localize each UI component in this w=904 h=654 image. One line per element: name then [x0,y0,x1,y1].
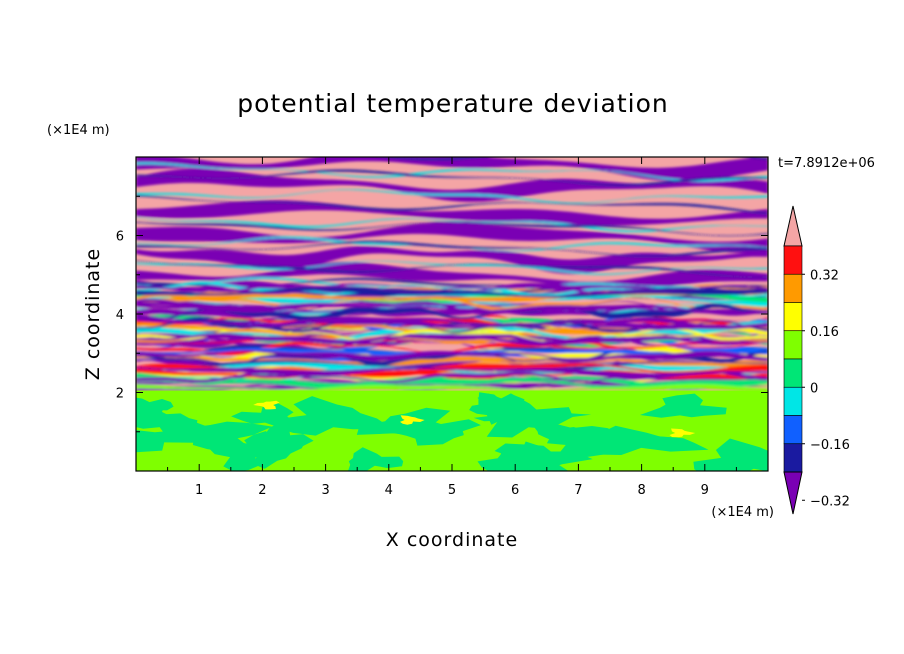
colorbar-segment [783,386,803,416]
stratified-band [136,349,768,362]
stratified-band [136,366,768,378]
stratified-band [136,169,768,187]
lower-blob [347,447,404,471]
stratified-band [136,363,768,378]
stratified-band [136,293,768,311]
stratified-band [136,302,768,314]
stratified-band [136,320,768,333]
colorbar-bottom-arrow [783,471,803,515]
x-axis: 1 2 3 4 5 6 7 8 9 [167,157,737,498]
x-tick-label: 7 [574,483,582,498]
stratified-band [136,194,768,215]
stratified-band [136,284,768,294]
stratified-band [136,347,768,357]
lower-blob [473,407,592,422]
lower-warm-blob [669,428,696,438]
stratified-band [136,303,768,322]
stratified-band [136,329,768,344]
stratified-band [136,221,768,237]
stratified-band [136,157,768,182]
lower-blob [639,393,727,418]
stratified-band [136,360,768,375]
lower-warm-blob [253,400,280,410]
colorbar-top-arrow [783,205,803,247]
x-axis-title: X coordinate [386,529,518,551]
time-label: t=7.8912e+06 [778,156,875,171]
lower-blob [136,413,206,431]
lower-blob [693,438,768,471]
x-tick-label: 1 [195,483,203,498]
x-axis-unit: (×1E4 m) [711,505,774,520]
colorbar-segment [783,330,803,360]
colorbar-tick-label: 0.16 [810,325,839,340]
stratified-band [136,354,768,374]
y-axis-unit: (×1E4 m) [47,123,110,138]
colorbar-tick-label: 0 [810,381,818,396]
x-tick-label: 2 [258,483,266,498]
stratified-band [136,277,768,293]
x-tick-label: 6 [511,483,519,498]
colorbar: 0.32 0.16 0 −0.16 −0.32 [783,205,850,515]
lower-warm-blob [400,415,425,425]
heatmap-field [136,157,768,471]
stratified-band [136,332,768,341]
y-tick-label: 6 [116,230,124,245]
lower-blob [494,443,593,471]
colorbar-segment [783,302,803,332]
colorbar-segment [783,415,803,445]
colorbar-tick-label: −0.32 [810,494,850,509]
y-tick-label: 4 [116,308,124,323]
colorbar-segment [783,358,803,388]
stratified-band [136,314,768,329]
stratified-band [136,316,768,331]
y-axis-title: Z coordinate [82,248,104,380]
x-tick-label: 3 [321,483,329,498]
stratified-band [136,283,768,298]
x-tick-label: 4 [385,483,393,498]
x-tick-label: 8 [637,483,645,498]
colorbar-tick-label: 0.32 [810,268,839,283]
lower-blob [205,441,280,471]
colorbar-segment [783,443,803,473]
lower-blob [579,425,709,455]
stratified-band [136,236,768,252]
lower-blob [136,397,174,420]
stratified-band [136,381,768,390]
stratified-band [136,317,768,329]
stratified-band [136,222,768,253]
y-axis: 2 4 6 [116,195,768,433]
stratified-band [136,384,768,392]
x-tick-label: 9 [701,483,709,498]
stratified-band [136,360,768,370]
stratified-band [136,306,768,319]
colorbar-segment [783,245,803,275]
stratified-band [380,157,768,161]
stratified-band [136,283,768,297]
heatmap-lower-layer [136,390,768,471]
colorbar-tick-label: −0.16 [810,438,850,453]
x-tick-label: 5 [448,483,456,498]
stratified-band [136,334,768,349]
stratified-band [136,352,768,368]
lower-blob [136,429,222,453]
y-tick-label: 2 [116,387,124,402]
lower-blob [531,423,615,442]
stratified-band [136,332,768,346]
lower-blob [356,407,464,442]
heatmap-upper-layers [136,157,768,392]
colorbar-segment [783,273,803,303]
lower-blob [244,431,307,469]
stratified-band [136,332,768,348]
stratified-band [136,298,768,315]
stratified-band [136,375,768,389]
stratified-band [136,286,768,298]
stratified-band [136,200,768,226]
chart-title: potential temperature deviation [237,89,668,118]
stratified-band [136,339,768,356]
